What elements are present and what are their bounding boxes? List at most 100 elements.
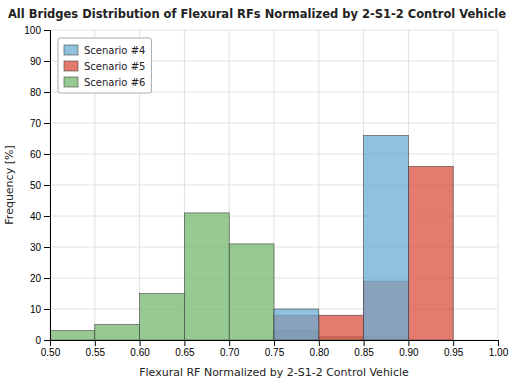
legend-swatch [64,45,78,55]
histogram-bar [50,331,95,340]
histogram-bar [319,340,364,341]
y-tick: 90 [30,56,50,67]
y-tick-label: 90 [30,56,42,67]
histogram-bar [408,166,453,340]
x-axis-title: Flexural RF Normalized by 2-S1-2 Control… [139,366,409,379]
histogram-bar [364,135,409,340]
y-tick: 60 [30,149,50,160]
legend-swatch [64,77,78,87]
histogram-bar [140,340,185,341]
bars [50,135,453,340]
x-tick-mark [184,340,185,346]
y-tick: 50 [30,180,50,191]
x-tick-mark [408,340,409,346]
histogram-bar [319,315,364,340]
x-tick: 0.70 [220,340,240,358]
histogram-bar [453,340,498,341]
y-tick: 70 [30,118,50,129]
x-tick-label: 0.75 [265,347,285,358]
x-tick-label: 0.70 [220,347,240,358]
x-tick-mark [229,340,230,346]
x-tick: 1.00 [489,340,509,358]
x-tick-label: 0.95 [444,347,464,358]
histogram-bar [95,340,140,341]
grid [50,30,498,340]
histogram-bar [140,294,185,341]
x-tick-mark [453,340,454,346]
histogram-bar [229,340,274,341]
histogram-bar [408,340,453,341]
x-tick: 0.80 [310,340,330,358]
x-tick: 0.65 [175,340,195,358]
title: All Bridges Distribution of Flexural RFs… [8,7,506,21]
y-tick: 20 [30,273,50,284]
histogram-bar [453,340,498,341]
grid-line-y [50,30,498,31]
x-tick-label: 0.80 [310,347,330,358]
y-tick: 100 [24,25,50,36]
x-tick: 0.95 [444,340,464,358]
legend: Scenario #4 Scenario #5 Scenario #6 [58,38,151,93]
y-tick: 10 [30,304,50,315]
x-tick-label: 0.60 [130,347,150,358]
legend-box [58,38,151,93]
histogram-bar [140,340,185,341]
y-tick-label: 10 [30,304,42,315]
legend-item: Scenario #5 [64,61,145,72]
y-tick-label: 60 [30,149,42,160]
y-tick-mark [44,61,50,62]
legend-label: Scenario #4 [84,45,145,56]
x-tick: 0.90 [399,340,419,358]
x-tick-label: 1.00 [489,347,509,358]
y-tick: 0 [35,335,50,346]
x-tick-mark [364,340,365,346]
y-tick-mark [44,185,50,186]
y-tick-label: 50 [30,180,42,191]
x-tick-mark [274,340,275,346]
x-tick-label: 0.50 [41,347,61,358]
y-tick: 80 [30,87,50,98]
y-tick-label: 40 [30,211,42,222]
y-tick-mark [44,154,50,155]
x-tick-label: 0.85 [354,347,374,358]
y-tick-label: 70 [30,118,42,129]
y-tick-mark [44,92,50,93]
x-axis-line [51,341,499,347]
y-tick-label: 80 [30,87,42,98]
y-axis: 0 10 20 30 40 50 60 70 80 90 100 [24,25,50,346]
x-tick: 0.60 [130,340,150,358]
histogram-bar [229,340,274,341]
x-tick: 0.55 [86,340,106,358]
plot: 0.50 0.55 0.60 0.65 0.70 0.75 0.80 0.85 0.90 0.95… [24,25,508,358]
y-tick-mark [44,216,50,217]
y-tick-mark [44,247,50,248]
legend-label: Scenario #5 [84,61,145,72]
series-bars [274,135,408,340]
x-tick: 0.50 [41,340,61,358]
y-tick-mark [44,309,50,310]
y-tick-label: 100 [24,25,41,36]
x-tick-mark [140,340,141,346]
legend-item: Scenario #6 [64,77,145,88]
y-tick-label: 30 [30,242,42,253]
y-tick-mark [44,340,50,341]
x-tick-label: 0.65 [175,347,195,358]
x-tick: 0.75 [265,340,285,358]
histogram-bar [274,309,319,340]
y-axis-title: Frequency [%] [3,145,16,224]
grid-line-y [50,154,498,155]
histogram-bar [95,325,140,341]
y-axis-line [44,31,51,341]
chart: 0.50 0.55 0.60 0.65 0.70 0.75 0.80 0.85 0.90 0.95… [0,0,514,384]
histogram-bar [184,340,229,341]
y-tick-label: 20 [30,273,42,284]
histogram-bar [184,213,229,340]
histogram-bar [50,340,95,341]
x-tick-mark [95,340,96,346]
x-tick-mark [498,340,499,346]
grid-line-y [50,123,498,124]
histogram-bar [229,244,274,340]
y-tick-mark [44,123,50,124]
x-tick: 0.85 [354,340,374,358]
y-tick-label: 0 [35,335,41,346]
